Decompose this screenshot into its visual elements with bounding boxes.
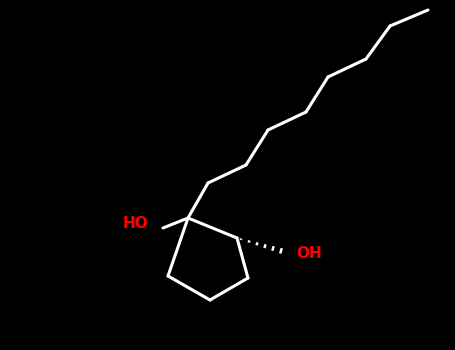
Text: OH: OH <box>296 246 322 261</box>
Text: HO: HO <box>122 216 148 231</box>
